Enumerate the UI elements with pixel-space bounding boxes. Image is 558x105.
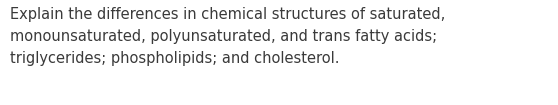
- Text: Explain the differences in chemical structures of saturated,
monounsaturated, po: Explain the differences in chemical stru…: [10, 7, 445, 66]
